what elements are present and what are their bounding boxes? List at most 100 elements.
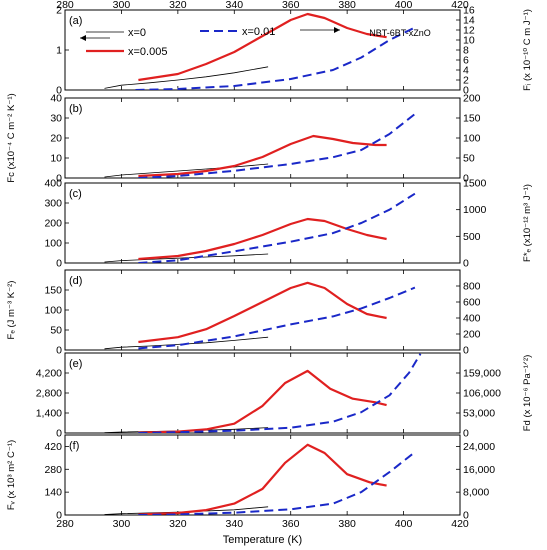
y-tick-label-left: 0	[56, 85, 62, 97]
series-line-x-0-01	[138, 192, 416, 263]
x-tick-label: 280	[56, 518, 74, 530]
y-tick-label-left: 300	[44, 198, 62, 210]
x-tick-label: 420	[451, 518, 469, 530]
y-axis-title-right: Fᵢ (x 10⁻¹⁰ C m J⁻¹)	[522, 9, 533, 91]
y-tick-label-right: 0	[463, 173, 469, 185]
series-line-x-0-01	[138, 353, 422, 433]
y-tick-label-left: 1	[56, 45, 62, 57]
series-line-x-0-01	[138, 286, 416, 350]
y-tick-label-right: 6	[463, 55, 469, 67]
x-tick-label: 400	[395, 518, 413, 530]
y-tick-label-left: 0	[56, 345, 62, 357]
x-tick-label: 420	[451, 0, 469, 11]
x-tick-label: 380	[338, 0, 356, 11]
panel-label: (f)	[69, 440, 79, 452]
y-tick-label-left: 2,800	[36, 388, 62, 400]
y-tick-label-right: 14	[463, 15, 475, 27]
y-tick-label-right: 16	[463, 5, 475, 17]
y-tick-label-right: 150	[463, 113, 481, 125]
series-line-x-0-005	[138, 134, 387, 178]
x-tick-label: 320	[169, 0, 187, 11]
y-tick-label-left: 40	[50, 93, 62, 105]
x-tick-label: 360	[282, 518, 300, 530]
y-tick-label-right: 1500	[463, 178, 487, 190]
left-axis-arrowhead	[80, 35, 86, 41]
legend-label: x=0	[128, 27, 146, 39]
legend-label: x=0.005	[128, 46, 167, 58]
y-tick-label-right: 0	[463, 85, 469, 97]
y-tick-label-right: 400	[463, 313, 481, 325]
y-tick-label-right: 8	[463, 45, 469, 57]
chart-panel-2: 0 10 20 30 40 0 50 100 150 200 (b) Fᴄ (x10⁻⁴ C m⁻² …	[6, 93, 481, 185]
y-tick-label-right: 24,000	[463, 441, 495, 453]
y-tick-label-right: 600	[463, 297, 481, 309]
chart-panels: 280 300 320 340 360 380 400 4200120246810121416…	[6, 0, 533, 530]
series-line-x-0-01	[138, 113, 416, 178]
y-tick-label-left: 10	[50, 153, 62, 165]
y-tick-label-right: 0	[463, 345, 469, 357]
legend: x=0 x=0.005 x=0.01	[86, 26, 275, 58]
y-tick-label-left: 0	[56, 258, 62, 270]
chart-panel-4: 0 50 100 150 0 200 400 600 800 (d) Fₑ (J m⁻³ K⁻²)	[6, 269, 481, 357]
y-tick-label-left: 280	[44, 464, 62, 476]
chart-overlay: NBT-6BT-xZnO Temperature (K) x=0x=0.005x…	[80, 26, 431, 546]
x-axis-label: Temperature (K)	[223, 534, 302, 546]
y-tick-label-right: 4	[463, 65, 469, 77]
x-tick-label: 320	[169, 518, 187, 530]
series-line-x-0-005	[138, 281, 387, 344]
panel-label: (c)	[69, 188, 82, 200]
y-axis-title-right: F*ₑ (x10⁻¹² m³ J⁻¹)	[522, 184, 533, 262]
y-tick-label-left: 150	[44, 285, 62, 297]
series-line-x-0-005	[138, 12, 387, 82]
chart-panel-5: 0 1,400 2,800 4,200 0 53,000 106,000 159,000 (e)…	[36, 352, 533, 440]
plot-frame	[64, 9, 461, 91]
x-tick-label: 400	[395, 0, 413, 11]
panel-label: (e)	[69, 358, 82, 370]
y-tick-label-left: 50	[50, 325, 62, 337]
y-axis-title-left: Fₑ (J m⁻³ K⁻²)	[6, 281, 17, 340]
y-tick-label-right: 200	[463, 329, 481, 341]
panel-label: (b)	[69, 103, 82, 115]
series-line-x-0-005	[138, 369, 387, 433]
y-tick-label-left: 140	[44, 487, 62, 499]
chart-panel-6: 280 300 320 340 360 380 400 420014028042008,000…	[6, 434, 495, 530]
right-axis-arrowhead	[334, 27, 340, 33]
y-tick-label-left: 420	[44, 441, 62, 453]
y-tick-label-right: 1000	[463, 204, 487, 216]
y-tick-label-right: 0	[463, 510, 469, 522]
y-tick-label-right: 500	[463, 231, 481, 243]
series-line-x-0-005	[138, 217, 387, 261]
y-tick-label-left: 200	[44, 218, 62, 230]
chart-panel-3: 0 100 200 300 400 0 500 1000 1500 (c) F*ₑ (x10⁻¹² …	[44, 178, 533, 270]
series-line-x-0-01	[138, 451, 416, 515]
y-tick-label-left: 100	[44, 238, 62, 250]
x-tick-label: 300	[113, 0, 131, 11]
plot-frame	[64, 97, 461, 179]
plot-frame	[64, 352, 461, 434]
chart-panel-1: 280 300 320 340 360 380 400 4200120246810121416…	[56, 0, 533, 97]
y-tick-label-left: 20	[50, 133, 62, 145]
figure-annotation: NBT-6BT-xZnO	[369, 28, 431, 38]
x-tick-label: 340	[226, 0, 244, 11]
series-line-x-0-01	[135, 26, 416, 90]
y-tick-label-right: 10	[463, 35, 475, 47]
y-tick-label-right: 800	[463, 281, 481, 293]
y-tick-label-left: 0	[56, 428, 62, 440]
y-tick-label-right: 16,000	[463, 464, 495, 476]
series-line-x-0	[104, 66, 269, 89]
y-axis-title-left: Fᵥ (x 10³ m² C⁻¹)	[6, 440, 17, 510]
y-tick-label-right: 200	[463, 93, 481, 105]
legend-label: x=0.01	[242, 26, 275, 38]
y-tick-label-right: 53,000	[463, 408, 495, 420]
y-tick-label-right: 8,000	[463, 487, 489, 499]
y-axis-title-left: Fᴄ (x10⁻⁴ C m⁻² K⁻¹)	[6, 93, 17, 182]
y-tick-label-left: 30	[50, 113, 62, 125]
y-tick-label-left: 400	[44, 178, 62, 190]
series-line-x-0-005	[138, 443, 387, 515]
y-tick-label-right: 106,000	[463, 388, 501, 400]
panel-label: (d)	[69, 275, 82, 287]
y-tick-label-right: 2	[463, 75, 469, 87]
series-line-x-0	[104, 253, 269, 263]
y-tick-label-left: 100	[44, 305, 62, 317]
